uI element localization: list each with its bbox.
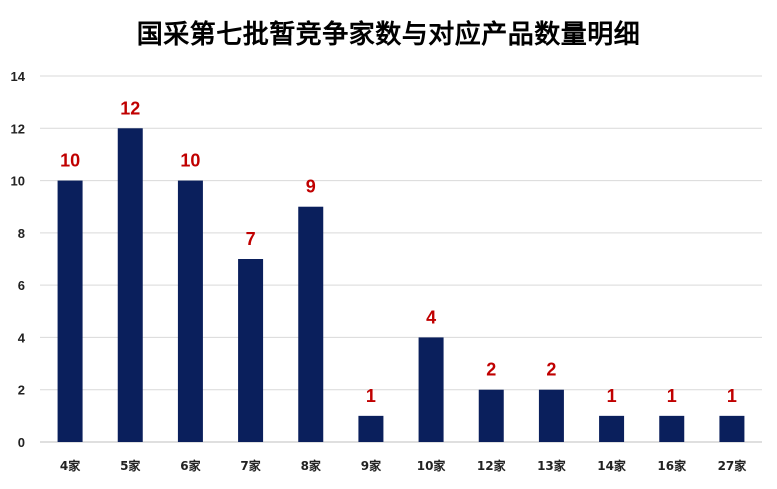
bar	[298, 206, 324, 442]
data-label: 2	[486, 360, 496, 380]
bar	[478, 389, 504, 442]
x-tick-label: 12家	[477, 458, 507, 473]
y-tick-label: 0	[18, 435, 25, 450]
x-tick-label: 4家	[60, 458, 81, 473]
y-tick-label: 2	[18, 383, 25, 398]
bar	[117, 128, 143, 443]
bar	[418, 337, 444, 442]
x-tick-label: 6家	[180, 458, 201, 473]
data-label: 9	[306, 177, 316, 197]
y-tick-label: 8	[18, 226, 25, 241]
data-label: 2	[546, 360, 556, 380]
x-tick-label: 14家	[597, 458, 627, 473]
x-tick-label: 16家	[657, 458, 687, 473]
bar	[659, 415, 685, 442]
y-tick-label: 6	[18, 278, 25, 293]
data-label: 1	[727, 386, 737, 406]
data-label: 1	[366, 386, 376, 406]
bar	[599, 415, 625, 442]
y-tick-label: 12	[11, 121, 25, 136]
bar	[358, 415, 384, 442]
data-label: 4	[426, 307, 436, 327]
data-label: 1	[667, 386, 677, 406]
bar	[538, 389, 564, 442]
data-label: 12	[120, 98, 140, 118]
x-tick-label: 8家	[301, 458, 322, 473]
data-label: 1	[607, 386, 617, 406]
x-tick-label: 5家	[120, 458, 141, 473]
x-tick-label: 10家	[417, 458, 447, 473]
data-label: 10	[60, 151, 80, 171]
y-tick-label: 14	[11, 69, 26, 84]
bar	[177, 180, 203, 443]
y-tick-label: 10	[11, 174, 25, 189]
x-tick-label: 27家	[718, 458, 748, 473]
data-label: 10	[180, 151, 200, 171]
y-tick-label: 4	[18, 330, 26, 345]
data-label: 7	[246, 229, 256, 249]
bar	[719, 415, 745, 442]
chart-title: 国采第七批暂竞争家数与对应产品数量明细	[136, 20, 641, 50]
bar	[57, 180, 83, 443]
x-tick-label: 7家	[240, 458, 261, 473]
bar	[238, 259, 264, 442]
x-tick-label: 9家	[361, 458, 382, 473]
x-tick-label: 13家	[537, 458, 567, 473]
